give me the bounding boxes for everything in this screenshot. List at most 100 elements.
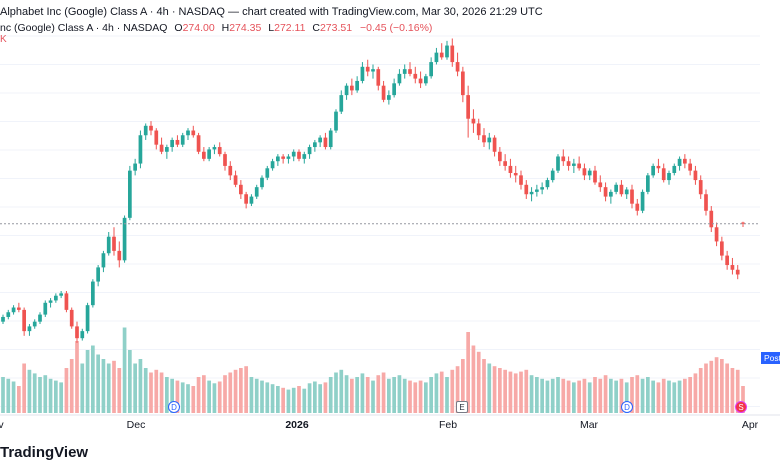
- candle-body: [75, 326, 79, 339]
- volume-bar: [80, 363, 85, 413]
- volume-bar: [387, 378, 391, 413]
- candle-body: [519, 175, 523, 185]
- candle-body: [80, 331, 85, 339]
- candle-body: [709, 210, 714, 228]
- volume-bar: [418, 380, 423, 413]
- volume-bar: [170, 378, 174, 413]
- volume-bar: [85, 350, 90, 413]
- candle-body: [540, 187, 544, 190]
- candle-body: [128, 170, 132, 218]
- candle-body: [524, 184, 529, 195]
- candle-body: [720, 241, 724, 256]
- volume-bar: [128, 350, 132, 413]
- volume-bar: [376, 375, 381, 413]
- dividend-event-icon[interactable]: D: [621, 401, 633, 413]
- candle-body: [572, 163, 576, 166]
- volume-bar: [154, 369, 159, 413]
- volume-bar: [424, 382, 428, 413]
- x-tick-label: 2026: [285, 419, 309, 431]
- candle-body: [276, 156, 280, 162]
- candle-body: [535, 189, 539, 192]
- candle-body: [101, 253, 106, 268]
- candle-body: [344, 85, 349, 96]
- candle-body: [561, 156, 566, 162]
- candle-body: [587, 170, 592, 176]
- candle-body: [376, 69, 381, 86]
- close-label: C: [312, 22, 320, 34]
- ohlc-legend: nc (Google) Class A · 4h · NASDAQ O274.0…: [0, 22, 432, 34]
- volume-bar: [291, 387, 296, 413]
- candle-body: [360, 66, 365, 81]
- split-event-icon[interactable]: S: [735, 401, 747, 413]
- chart-grid: [0, 35, 760, 407]
- candle-body: [143, 125, 148, 136]
- candle-body: [508, 165, 513, 173]
- candle-body: [207, 149, 211, 159]
- volume-bar: [276, 386, 280, 413]
- candle-body: [159, 144, 164, 152]
- volume-bar: [149, 372, 153, 413]
- candle-body: [133, 163, 137, 171]
- candle-body: [138, 135, 143, 164]
- volume-bar: [254, 378, 259, 413]
- candle-body: [688, 163, 692, 171]
- volume-bar: [413, 382, 418, 413]
- candle-body: [741, 222, 745, 224]
- candle-body: [328, 130, 333, 148]
- candle-body: [149, 125, 153, 131]
- candle-body: [286, 156, 291, 159]
- volume-bar: [577, 380, 581, 413]
- creation-text: Alphabet Inc (Google) Class A · 4h · NAS…: [0, 6, 543, 18]
- dividend-event-icon[interactable]: D: [168, 401, 180, 413]
- volume-bar: [38, 377, 42, 413]
- candle-body: [17, 307, 21, 310]
- candle-body: [302, 154, 307, 159]
- candle-body: [730, 265, 735, 270]
- volume-bar: [656, 382, 661, 413]
- candle-body: [244, 194, 248, 204]
- candle-body: [683, 158, 687, 164]
- volume-bar: [545, 380, 550, 413]
- candle-body: [365, 66, 370, 72]
- candle-body: [270, 161, 275, 169]
- volume-bar: [165, 377, 169, 413]
- candle-body: [630, 189, 634, 204]
- candle-body: [408, 69, 412, 74]
- volume-bars: [1, 327, 745, 413]
- candle-body: [461, 71, 465, 96]
- candle-body: [556, 156, 560, 171]
- candle-body: [43, 302, 48, 315]
- volume-bar: [513, 373, 518, 413]
- volume-bar: [672, 382, 677, 413]
- candle-body: [297, 151, 301, 159]
- volume-bar: [614, 380, 618, 413]
- volume-bar: [434, 373, 439, 413]
- candle-body: [307, 147, 312, 155]
- volume-bar: [667, 380, 671, 413]
- volume-bar: [466, 332, 470, 413]
- volume-bar: [328, 377, 333, 413]
- volume-bar: [6, 378, 11, 413]
- candle-body: [202, 151, 206, 159]
- candle-body: [180, 135, 185, 145]
- volume-bar: [91, 345, 95, 413]
- volume-bar: [698, 368, 703, 413]
- volume-bar: [17, 386, 21, 413]
- volume-bar: [397, 375, 402, 413]
- volume-bar: [646, 377, 650, 413]
- candle-body: [381, 85, 386, 100]
- volume-bar: [709, 360, 714, 413]
- x-tick-label: v: [0, 419, 4, 431]
- candle-body: [228, 165, 233, 176]
- candle-body: [714, 227, 719, 242]
- candle-body: [186, 130, 190, 136]
- candle-body: [735, 269, 740, 275]
- volume-bar: [476, 351, 481, 413]
- earnings-event-icon[interactable]: E: [456, 401, 468, 413]
- volume-bar: [371, 380, 375, 413]
- volume-bar: [587, 382, 592, 413]
- volume-bar: [661, 378, 666, 413]
- volume-bar: [492, 366, 497, 413]
- volume-bar: [651, 380, 655, 413]
